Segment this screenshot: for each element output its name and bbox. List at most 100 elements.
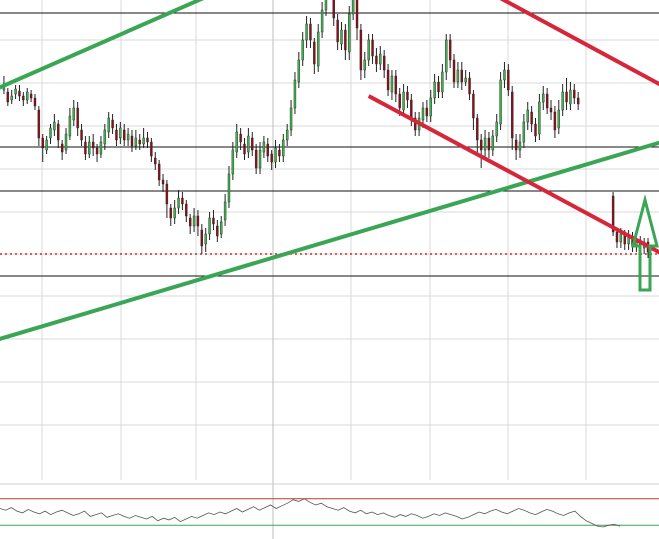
candle [464, 70, 467, 86]
candle-body [165, 183, 169, 205]
candle [433, 74, 436, 104]
candle-body [332, 0, 335, 19]
candle-body [45, 139, 48, 151]
candle-body [573, 89, 576, 99]
candle-body [88, 141, 91, 155]
candle-body [285, 129, 289, 141]
candle [406, 86, 409, 108]
candle-body [355, 0, 359, 29]
candle [107, 112, 110, 138]
candle [223, 194, 227, 226]
candle-body [526, 109, 529, 123]
candle-body [123, 129, 126, 141]
candle-body [317, 31, 320, 67]
candle-body [173, 207, 176, 219]
candle-body [448, 39, 452, 61]
candlesticks [2, 0, 650, 258]
candle [6, 88, 10, 106]
candle [340, 22, 343, 50]
candle-body [351, 0, 355, 15]
candle [111, 114, 114, 134]
candle [305, 16, 308, 48]
candle-body [452, 59, 456, 83]
candle [348, 6, 351, 60]
trendline [499, 0, 659, 87]
candle-body [476, 117, 479, 141]
candle-body [340, 29, 343, 45]
candle-body [514, 139, 518, 151]
candle [557, 100, 560, 134]
candle-body [278, 149, 281, 157]
candle-body [437, 81, 440, 93]
candle-body [216, 225, 219, 237]
candle-body [538, 101, 541, 135]
candle-body [309, 23, 312, 41]
candle [212, 210, 215, 230]
candle-body [472, 93, 475, 119]
candle [157, 160, 161, 186]
candle-body [456, 69, 460, 83]
candle [499, 72, 502, 130]
candle-body [576, 97, 580, 105]
candle-body [161, 179, 165, 185]
candle-body [142, 137, 145, 145]
candle-body [14, 88, 17, 95]
candle [542, 86, 545, 110]
candle [220, 216, 223, 238]
candle-body [511, 91, 514, 139]
candle [138, 134, 141, 150]
candle [235, 124, 238, 158]
candle [76, 102, 79, 136]
candle-body [6, 91, 10, 103]
candle [320, 2, 324, 38]
candle [402, 84, 405, 116]
candle [99, 136, 103, 158]
candle-body [379, 53, 382, 65]
candle [14, 85, 17, 99]
candle-body [119, 127, 122, 139]
candle-body [157, 163, 161, 181]
candle [119, 122, 122, 144]
trendline [367, 94, 659, 255]
trendline [0, 0, 205, 90]
candle [146, 132, 149, 148]
candle [29, 90, 33, 102]
candle-body [445, 39, 448, 73]
candle-body [375, 55, 378, 65]
candle-body [421, 107, 425, 121]
candle [483, 130, 487, 158]
candle [126, 128, 130, 146]
candle [503, 62, 506, 88]
candle [561, 84, 564, 116]
candle-body [223, 201, 227, 221]
candle-body [68, 115, 72, 137]
candle [549, 100, 553, 120]
candle-body [134, 137, 138, 147]
candle-body [169, 207, 172, 219]
candle [382, 50, 386, 78]
candle-body [91, 141, 95, 149]
candle [553, 106, 557, 138]
candle-body [503, 69, 506, 81]
candle [188, 214, 192, 234]
candle-body [266, 143, 269, 157]
candle [192, 208, 196, 232]
candle-body [441, 71, 444, 93]
candle-body [99, 141, 103, 155]
candle [282, 134, 285, 162]
candle [479, 134, 483, 168]
candle-body [406, 91, 409, 101]
candle-body [522, 121, 526, 143]
candle [262, 136, 266, 158]
candle [10, 90, 13, 104]
candle [309, 18, 312, 48]
candle [72, 100, 75, 126]
candle [371, 34, 374, 64]
candle-body [363, 59, 366, 71]
candle-body [26, 91, 29, 101]
candle [367, 34, 370, 66]
candle [68, 108, 72, 140]
candle-body [289, 107, 293, 131]
candle [134, 130, 138, 150]
candle-body [565, 91, 568, 103]
